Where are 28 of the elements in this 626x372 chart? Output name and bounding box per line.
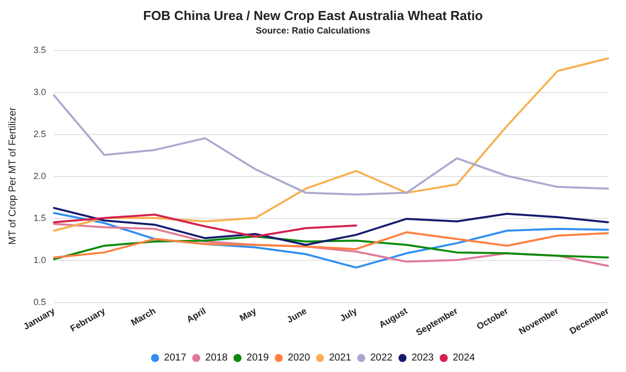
- legend-label: 2020: [288, 352, 310, 364]
- x-tick-label: May: [238, 306, 258, 324]
- line-series: [53, 235, 609, 260]
- line-series: [53, 57, 609, 232]
- line-series: [53, 212, 609, 269]
- y-tick-label: 1.0: [33, 255, 46, 265]
- y-tick-label: 2.5: [33, 129, 46, 139]
- legend-label: 2019: [246, 352, 270, 364]
- legend-label: 2022: [370, 352, 393, 364]
- legend-label: 2023: [411, 352, 434, 364]
- y-tick-label: 3.5: [33, 45, 46, 55]
- x-tick-label: June: [285, 306, 308, 325]
- legend-label: 2018: [205, 352, 228, 364]
- line-series: [53, 231, 609, 258]
- y-axis-title: MT of Crop Per MT of Fertilizer: [8, 106, 18, 245]
- legend-label: 2021: [329, 352, 352, 364]
- y-tick-label: 3.0: [33, 87, 46, 97]
- line-series: [53, 206, 609, 246]
- line-series: [53, 214, 358, 238]
- y-tick-label: 2.0: [33, 171, 46, 181]
- chart-subtitle: Source: Ratio Calculations: [256, 26, 370, 36]
- legend-label: 2017: [164, 352, 187, 364]
- chart-title: FOB China Urea / New Crop East Australia Wheat Ratio: [143, 8, 483, 23]
- x-tick-label: July: [338, 306, 359, 324]
- y-tick-label: 0.5: [33, 297, 46, 307]
- line-series: [53, 94, 609, 196]
- legend-label: 2024: [452, 352, 476, 364]
- y-tick-label: 1.5: [33, 213, 46, 223]
